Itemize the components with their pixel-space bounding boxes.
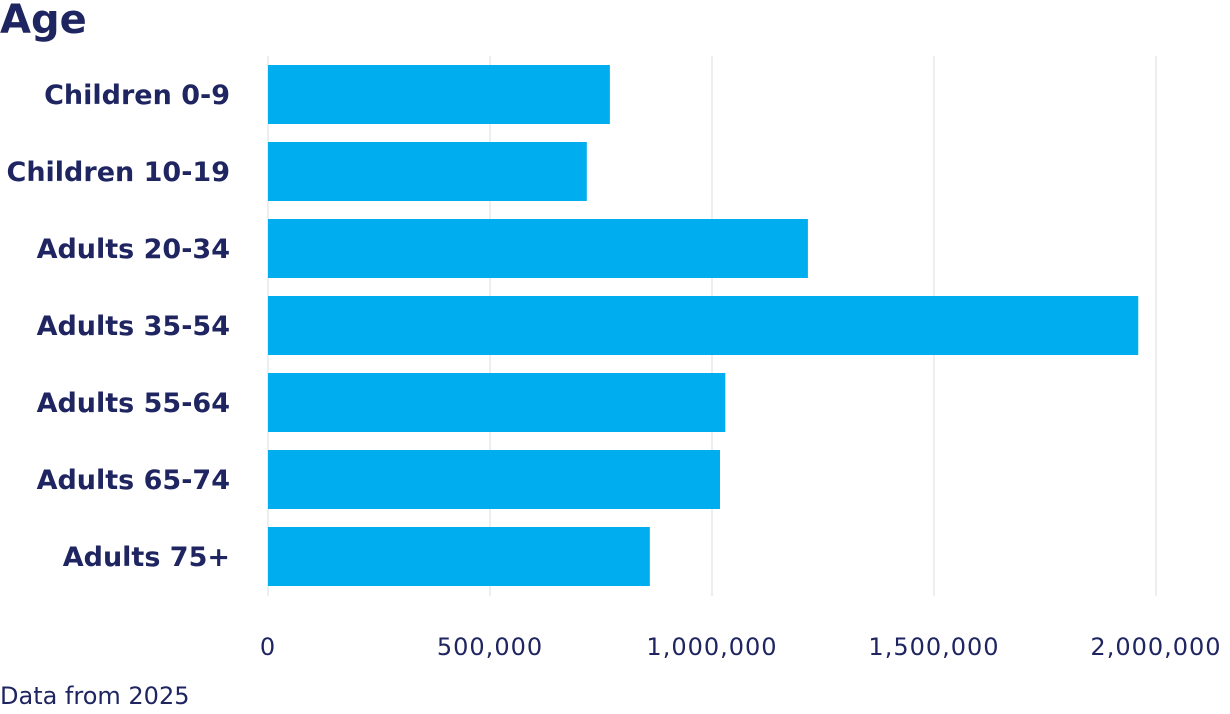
bar	[268, 142, 587, 201]
y-tick-label: Adults 35-54	[37, 311, 230, 342]
bar	[268, 527, 650, 586]
bar	[268, 219, 808, 278]
x-tick-label: 1,500,000	[868, 633, 999, 661]
y-tick-label: Adults 75+	[63, 542, 230, 573]
footnote: Data from 2025	[0, 682, 190, 710]
bar	[268, 450, 720, 509]
bar	[268, 65, 610, 124]
chart-title: Age	[0, 0, 87, 43]
bar	[268, 373, 726, 432]
bar	[268, 296, 1139, 355]
y-tick-label: Adults 20-34	[37, 234, 230, 265]
x-tick-label: 500,000	[437, 633, 543, 661]
x-tick-label: 2,000,000	[1090, 633, 1221, 661]
y-tick-label: Adults 65-74	[37, 465, 230, 496]
y-tick-label: Adults 55-64	[37, 388, 230, 419]
y-tick-label: Children 0-9	[44, 80, 230, 111]
x-tick-label: 0	[260, 633, 276, 661]
y-tick-label: Children 10-19	[7, 157, 230, 188]
x-tick-label: 1,000,000	[646, 633, 777, 661]
